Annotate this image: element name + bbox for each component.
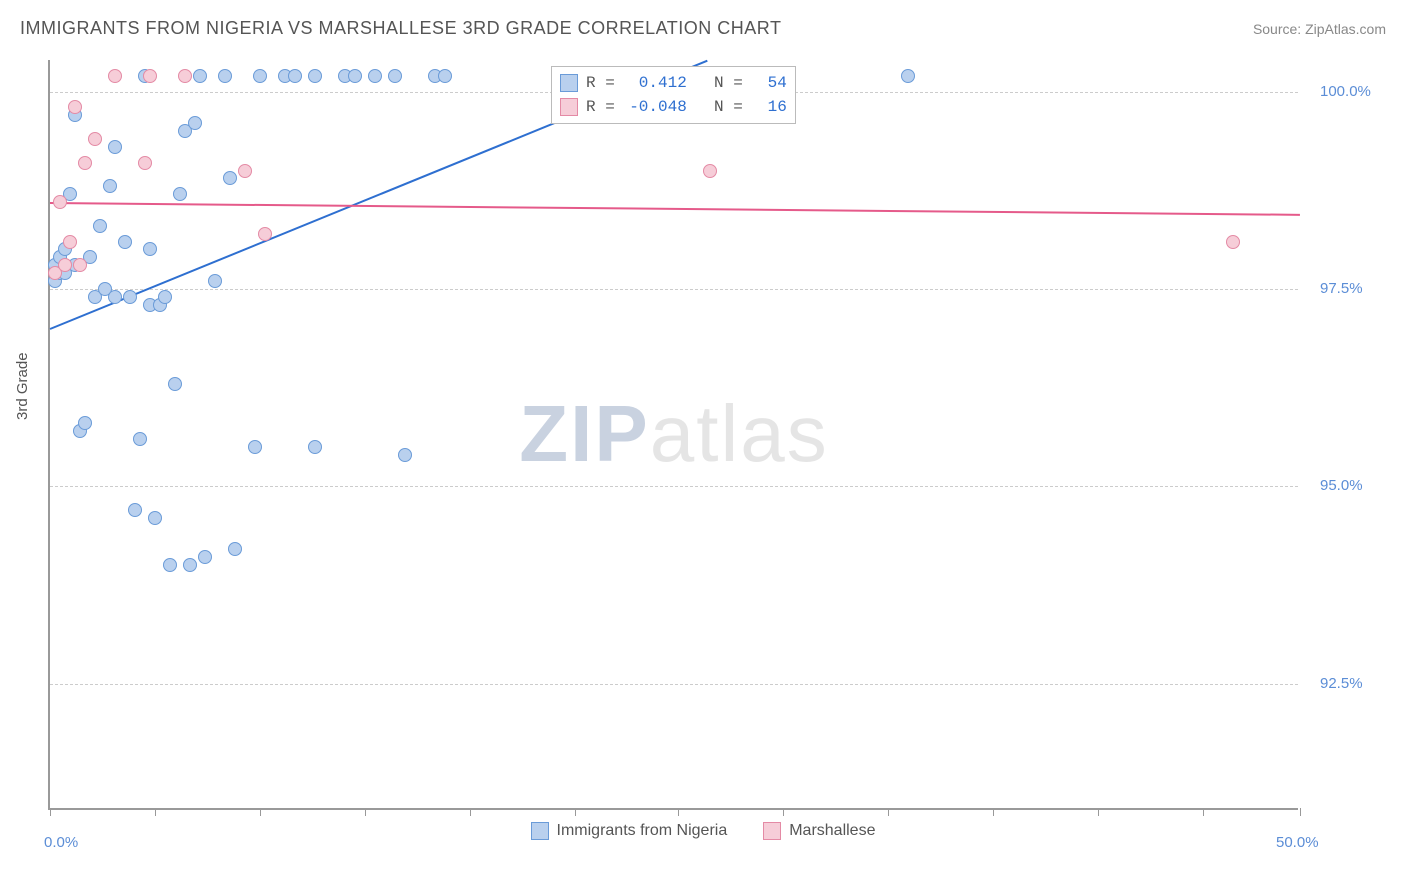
point-nigeria [168,377,182,391]
gridline [50,684,1298,685]
stat-r-label: R = [586,98,615,116]
x-tick [155,808,156,816]
x-tick [783,808,784,816]
stat-row-marshallese: R = -0.048 N = 16 [560,95,787,119]
y-axis-label: 3rd Grade [14,352,31,420]
point-nigeria [208,274,222,288]
stat-n-label: N = [695,98,743,116]
x-tick [260,808,261,816]
stat-r-label: R = [586,74,615,92]
x-tick [50,808,51,816]
x-tick [1098,808,1099,816]
y-tick-label: 100.0% [1320,83,1371,100]
point-nigeria [108,140,122,154]
point-marshallese [1226,235,1240,249]
point-nigeria [248,440,262,454]
swatch-marshallese [560,98,578,116]
chart-source: Source: ZipAtlas.com [1253,21,1386,37]
stat-r-value: -0.048 [623,98,687,116]
x-tick [678,808,679,816]
chart-header: IMMIGRANTS FROM NIGERIA VS MARSHALLESE 3… [20,18,1386,39]
point-nigeria [143,242,157,256]
point-marshallese [58,258,72,272]
watermark-atlas: atlas [650,389,829,478]
legend-item: Immigrants from Nigeria [531,822,728,840]
y-tick-label: 97.5% [1320,280,1363,297]
stat-row-nigeria: R = 0.412 N = 54 [560,71,787,95]
point-marshallese [143,69,157,83]
stat-box: R = 0.412 N = 54 R = -0.048 N = 16 [551,66,796,124]
point-marshallese [53,195,67,209]
point-nigeria [223,171,237,185]
point-nigeria [388,69,402,83]
point-marshallese [88,132,102,146]
point-nigeria [253,69,267,83]
point-nigeria [228,542,242,556]
point-nigeria [123,290,137,304]
point-nigeria [901,69,915,83]
point-marshallese [78,156,92,170]
point-nigeria [183,558,197,572]
x-tick [365,808,366,816]
point-nigeria [133,432,147,446]
stat-n-value: 54 [751,74,787,92]
point-marshallese [178,69,192,83]
y-tick-label: 92.5% [1320,675,1363,692]
point-marshallese [238,164,252,178]
point-nigeria [218,69,232,83]
x-tick [575,808,576,816]
point-nigeria [288,69,302,83]
stat-r-value: 0.412 [623,74,687,92]
chart-title: IMMIGRANTS FROM NIGERIA VS MARSHALLESE 3… [20,18,781,39]
point-marshallese [138,156,152,170]
point-nigeria [398,448,412,462]
point-nigeria [308,440,322,454]
point-nigeria [348,69,362,83]
legend-swatch [763,822,781,840]
point-nigeria [308,69,322,83]
stat-n-label: N = [695,74,743,92]
point-nigeria [108,290,122,304]
x-tick [1300,808,1301,816]
point-nigeria [198,550,212,564]
point-marshallese [703,164,717,178]
point-marshallese [68,100,82,114]
point-nigeria [93,219,107,233]
legend-swatch [531,822,549,840]
trend-line-marshallese [50,202,1300,216]
watermark: ZIPatlas [519,388,828,480]
swatch-nigeria [560,74,578,92]
gridline [50,289,1298,290]
gridline [50,486,1298,487]
point-nigeria [163,558,177,572]
watermark-zip: ZIP [519,389,649,478]
point-nigeria [103,179,117,193]
point-nigeria [193,69,207,83]
plot-wrap: ZIPatlas 92.5%95.0%97.5%100.0%0.0%50.0%R… [48,60,1298,810]
point-nigeria [438,69,452,83]
point-marshallese [258,227,272,241]
point-nigeria [118,235,132,249]
x-tick [993,808,994,816]
plot-area: ZIPatlas 92.5%95.0%97.5%100.0%0.0%50.0%R… [48,60,1298,810]
y-tick-label: 95.0% [1320,477,1363,494]
point-nigeria [148,511,162,525]
point-nigeria [188,116,202,130]
point-nigeria [158,290,172,304]
x-tick [1203,808,1204,816]
point-nigeria [173,187,187,201]
stat-n-value: 16 [751,98,787,116]
point-marshallese [108,69,122,83]
point-nigeria [78,416,92,430]
point-marshallese [73,258,87,272]
point-marshallese [63,235,77,249]
point-nigeria [368,69,382,83]
x-tick [888,808,889,816]
x-tick [470,808,471,816]
legend: Immigrants from Nigeria Marshallese [0,822,1406,840]
legend-label: Marshallese [789,822,875,840]
legend-item: Marshallese [763,822,875,840]
legend-label: Immigrants from Nigeria [557,822,728,840]
point-nigeria [128,503,142,517]
